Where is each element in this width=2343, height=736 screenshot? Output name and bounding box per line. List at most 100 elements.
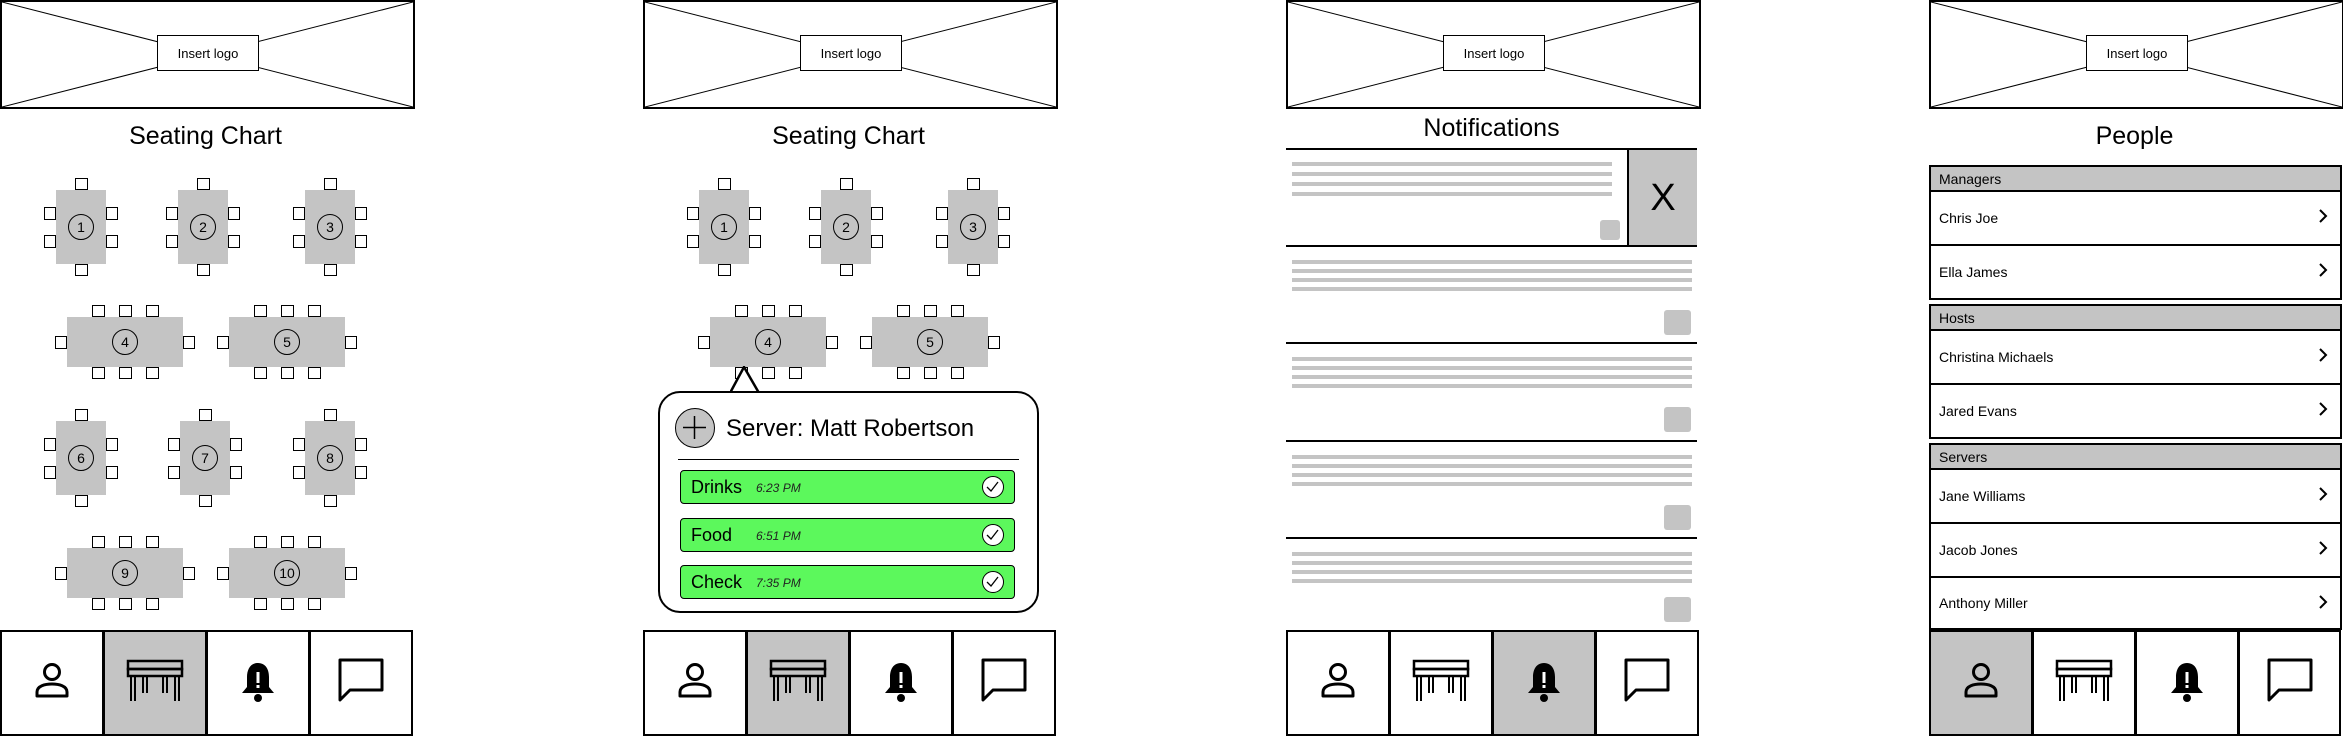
nav-people-button[interactable] [1929,630,2033,736]
task-drinks[interactable]: Drinks 6:23 PM [680,470,1015,504]
table-number: 5 [274,329,300,355]
chair [55,336,67,349]
chair [809,235,821,248]
task-check[interactable]: Check 7:35 PM [680,565,1015,599]
nav-people-button[interactable] [643,630,747,736]
notification-item[interactable] [1286,537,1697,630]
chair [168,466,180,479]
nav-seating-button[interactable] [1389,630,1493,736]
chair [924,305,937,317]
chair [92,305,105,317]
nav-seating-button[interactable] [103,630,207,736]
chair [762,367,775,379]
chair [228,235,240,248]
chair [324,495,337,507]
task-food[interactable]: Food 6:51 PM [680,518,1015,552]
chair [897,367,910,379]
chair [281,598,294,610]
chair [355,438,367,451]
chair [749,235,761,248]
table-number: 3 [317,214,343,240]
page-title: People [2095,122,2174,150]
plus-icon [683,416,706,439]
chair [998,207,1010,220]
person-row[interactable]: Jared Evans [1929,385,2342,439]
screen-people: Insert logo People Managers Chris Joe El… [1929,0,2343,736]
chevron-right-icon [2319,402,2328,416]
person-row[interactable]: Jane Williams [1929,470,2342,524]
chair [988,336,1000,349]
chair [924,367,937,379]
person-name: Jane Williams [1939,488,2026,504]
chair [762,305,775,317]
page-title: Seating Chart [772,122,925,150]
chevron-right-icon [2319,348,2328,362]
screen-seating-chart-detail: Insert logo Seating Chart 1 2 3 4 5 Server: … [643,0,1058,736]
notification-item[interactable] [1286,342,1697,438]
chair [146,536,159,548]
check-icon[interactable] [982,476,1004,498]
bell-icon [2167,658,2207,709]
chair [44,207,56,220]
nav-seating-button[interactable] [2032,630,2136,736]
nav-messages-button[interactable] [2238,630,2341,736]
chair [687,235,699,248]
chair [44,438,56,451]
nav-notifications-button[interactable] [849,630,953,736]
person-row[interactable]: Ella James [1929,246,2342,300]
chair [324,178,337,190]
screen-notifications: Insert logo Notifications X [1286,0,1701,736]
nav-people-button[interactable] [0,630,104,736]
task-name: Drinks [691,477,743,497]
section-header-servers: Servers [1929,443,2342,470]
status-indicator [1664,407,1691,432]
chair [166,235,178,248]
divider [678,459,1019,460]
person-row[interactable]: Anthony Miller [1929,578,2342,630]
nav-messages-button[interactable] [1595,630,1699,736]
chair [735,305,748,317]
logo-placeholder: Insert logo [1929,0,2343,109]
chair [230,438,242,451]
add-button[interactable] [675,408,715,448]
person-name: Jared Evans [1939,403,2017,419]
chair [293,438,305,451]
nav-notifications-button[interactable] [206,630,310,736]
status-indicator [1664,597,1691,622]
check-icon[interactable] [982,571,1004,593]
chevron-right-icon [2319,263,2328,277]
chair [119,305,132,317]
nav-notifications-button[interactable] [1492,630,1596,736]
chair [897,305,910,317]
task-name: Food [691,525,733,545]
nav-notifications-button[interactable] [2135,630,2239,736]
nav-messages-button[interactable] [952,630,1056,736]
notification-item[interactable] [1286,440,1697,536]
nav-seating-button[interactable] [746,630,850,736]
logo-label: Insert logo [157,35,259,71]
person-row[interactable]: Chris Joe [1929,192,2342,246]
task-time: 6:51 PM [756,529,801,543]
dismiss-button[interactable]: X [1627,150,1697,246]
chevron-right-icon [2319,595,2328,609]
chair [254,598,267,610]
chair [75,409,88,421]
person-row[interactable]: Christina Michaels [1929,331,2342,385]
person-name: Ella James [1939,264,2008,280]
chair [199,495,212,507]
nav-people-button[interactable] [1286,630,1390,736]
bell-icon [238,658,278,709]
chair [119,367,132,379]
check-icon[interactable] [982,524,1004,546]
person-row[interactable]: Jacob Jones [1929,524,2342,578]
chair [106,438,118,451]
chair [217,567,229,580]
page-title: Seating Chart [129,122,282,150]
notification-item[interactable] [1286,245,1697,341]
nav-messages-button[interactable] [309,630,413,736]
notification-item[interactable]: X [1286,148,1697,246]
person-icon [1315,658,1361,709]
chair [183,336,195,349]
chevron-right-icon [2319,541,2328,555]
chair [826,336,838,349]
